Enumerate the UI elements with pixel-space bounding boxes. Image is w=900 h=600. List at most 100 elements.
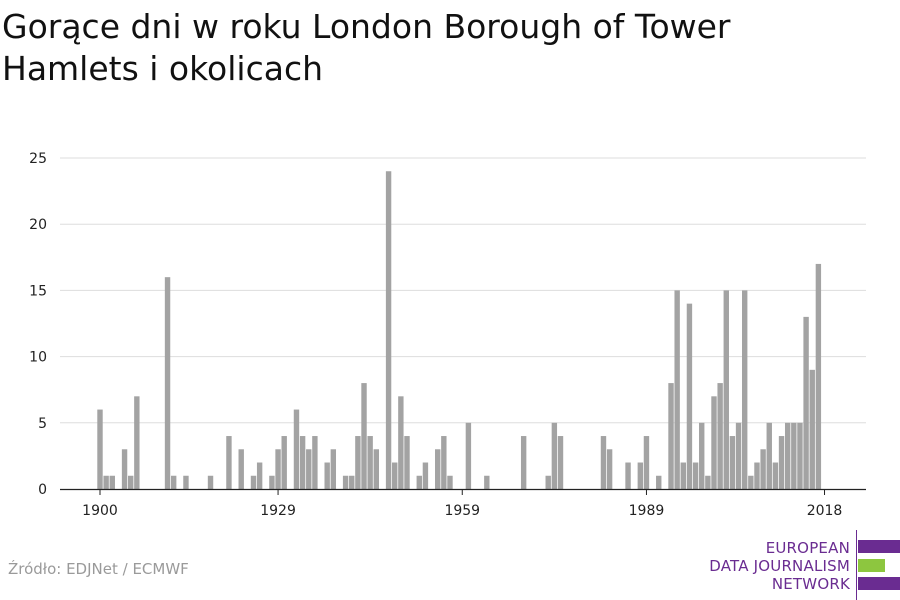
chart-title: Gorące dni w roku London Borough of Towe… bbox=[2, 7, 731, 88]
bar-2004[interactable] bbox=[735, 422, 742, 489]
x-tick-label-1989: 1989 bbox=[629, 503, 665, 519]
bar-1935[interactable] bbox=[312, 436, 318, 489]
bar-1945[interactable] bbox=[373, 449, 379, 489]
bar-1940[interactable] bbox=[342, 475, 349, 489]
x-tick-label-1929: 1929 bbox=[260, 503, 296, 519]
bar-2003[interactable] bbox=[729, 436, 736, 489]
y-tick-label-0: 0 bbox=[38, 482, 47, 498]
bar-1995[interactable] bbox=[680, 462, 686, 489]
bar-1997[interactable] bbox=[692, 462, 699, 489]
x-axis: 1900 1929 1959 1989 2018 bbox=[60, 488, 866, 519]
bar-2010[interactable] bbox=[772, 462, 779, 489]
y-tick-label-5: 5 bbox=[38, 416, 47, 432]
bar-1994[interactable] bbox=[674, 290, 680, 489]
source-note: Źródło: EDJNet / ECMWF bbox=[8, 560, 189, 578]
bar-1957[interactable] bbox=[447, 475, 453, 489]
bar-2011[interactable] bbox=[778, 436, 785, 489]
bar-1975[interactable] bbox=[557, 436, 564, 489]
bar-1974[interactable] bbox=[551, 422, 558, 489]
bar-1949[interactable] bbox=[398, 396, 404, 489]
bar-1969[interactable] bbox=[520, 436, 527, 489]
bar-1928[interactable] bbox=[269, 475, 275, 489]
bar-chart: 0 5 10 15 20 25 1900 1929 1959 1989 2018 bbox=[29, 151, 866, 519]
bar-2016[interactable] bbox=[809, 369, 815, 489]
bar-1925[interactable] bbox=[250, 475, 257, 489]
bar-1993[interactable] bbox=[668, 383, 674, 489]
grid-lines bbox=[60, 157, 866, 424]
logo-bar-bottom bbox=[858, 577, 900, 590]
bar-1963[interactable] bbox=[484, 475, 490, 489]
logo-line-2: DATA JOURNALISM bbox=[709, 557, 850, 575]
bar-1938[interactable] bbox=[330, 449, 337, 489]
logo-line-1: EUROPEAN bbox=[765, 539, 850, 557]
x-tick-label-1959: 1959 bbox=[444, 503, 480, 519]
bar-2005[interactable] bbox=[742, 290, 748, 489]
bar-1918[interactable] bbox=[207, 475, 214, 489]
bar-1921[interactable] bbox=[226, 436, 232, 489]
bar-1934[interactable] bbox=[306, 449, 312, 489]
bar-2014[interactable] bbox=[797, 422, 803, 489]
bar-1941[interactable] bbox=[349, 475, 355, 489]
logo-divider bbox=[856, 530, 857, 600]
bar-1905[interactable] bbox=[128, 475, 134, 489]
y-tick-label-20: 20 bbox=[29, 217, 47, 233]
bar-1901[interactable] bbox=[103, 475, 109, 489]
bar-1929[interactable] bbox=[275, 449, 281, 489]
logo-line-3: NETWORK bbox=[771, 575, 850, 593]
bar-1999[interactable] bbox=[705, 475, 711, 489]
bar-1923[interactable] bbox=[238, 449, 244, 489]
x-tick-label-1900: 1900 bbox=[82, 503, 118, 519]
bar-1930[interactable] bbox=[281, 436, 287, 489]
bar-2008[interactable] bbox=[760, 449, 766, 489]
bar-1937[interactable] bbox=[324, 462, 330, 489]
bar-1953[interactable] bbox=[422, 462, 429, 489]
bar-1988[interactable] bbox=[637, 462, 644, 489]
y-tick-label-25: 25 bbox=[29, 151, 47, 167]
bar-2007[interactable] bbox=[754, 462, 760, 489]
bar-2001[interactable] bbox=[717, 383, 723, 489]
bar-1904[interactable] bbox=[121, 449, 128, 489]
bar-1902[interactable] bbox=[109, 475, 115, 489]
bar-2013[interactable] bbox=[791, 422, 797, 489]
x-tick-label-2018: 2018 bbox=[807, 503, 843, 519]
bar-2009[interactable] bbox=[766, 422, 772, 489]
bar-1982[interactable] bbox=[600, 436, 607, 489]
bar-1933[interactable] bbox=[299, 436, 306, 489]
bar-2015[interactable] bbox=[803, 316, 809, 489]
bar-1996[interactable] bbox=[686, 303, 693, 489]
bar-2012[interactable] bbox=[784, 422, 791, 489]
bar-1911[interactable] bbox=[164, 277, 171, 489]
bar-2000[interactable] bbox=[711, 396, 717, 489]
edjnet-logo[interactable]: EUROPEAN DATA JOURNALISM NETWORK bbox=[700, 530, 900, 600]
bar-1998[interactable] bbox=[699, 422, 705, 489]
bar-1944[interactable] bbox=[367, 436, 373, 489]
y-tick-label-10: 10 bbox=[29, 350, 47, 366]
bar-1947[interactable] bbox=[385, 171, 392, 490]
bar-1926[interactable] bbox=[256, 462, 263, 489]
bar-1914[interactable] bbox=[183, 475, 189, 489]
bar-1943[interactable] bbox=[361, 383, 367, 489]
bar-1942[interactable] bbox=[355, 436, 361, 489]
bar-2002[interactable] bbox=[723, 290, 729, 489]
bar-1983[interactable] bbox=[606, 449, 613, 489]
bar-1973[interactable] bbox=[545, 475, 551, 489]
bar-1955[interactable] bbox=[435, 449, 441, 489]
bar-1948[interactable] bbox=[392, 462, 398, 489]
bar-2006[interactable] bbox=[748, 475, 754, 489]
bar-1912[interactable] bbox=[170, 475, 177, 489]
bar-1960[interactable] bbox=[465, 422, 472, 489]
bar-1906[interactable] bbox=[134, 396, 140, 489]
logo-bar-top bbox=[858, 540, 900, 553]
bar-1952[interactable] bbox=[416, 475, 422, 489]
y-tick-label-15: 15 bbox=[29, 283, 47, 299]
bar-1986[interactable] bbox=[625, 462, 631, 489]
bar-1932[interactable] bbox=[293, 409, 300, 489]
bar-1956[interactable] bbox=[441, 436, 447, 489]
bar-1900[interactable] bbox=[97, 409, 103, 489]
bar-2017[interactable] bbox=[815, 263, 822, 489]
bar-1950[interactable] bbox=[404, 436, 410, 489]
logo-bar-middle bbox=[858, 559, 885, 572]
bar-1991[interactable] bbox=[656, 475, 662, 489]
y-axis-labels: 0 5 10 15 20 25 bbox=[29, 151, 47, 498]
bar-1989[interactable] bbox=[643, 436, 650, 489]
